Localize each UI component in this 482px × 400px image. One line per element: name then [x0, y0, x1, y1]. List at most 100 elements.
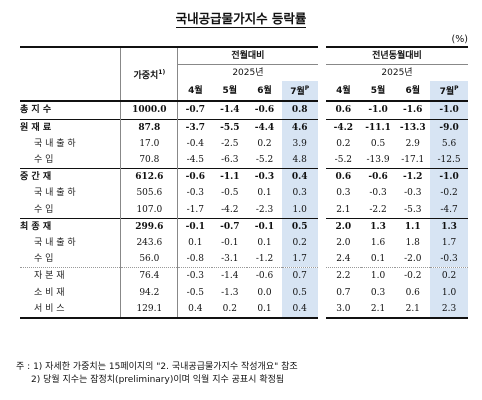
mom-cell: -4.5 [186, 155, 205, 166]
column-gap [318, 235, 326, 251]
table-row: 최 종 재 299.6 -0.1 -0.7 -0.1 0.5 2.0 1.3 1.1 1.3 [20, 217, 468, 235]
column-gap [318, 152, 326, 169]
yoy-cell: 0.6 [326, 100, 361, 120]
table-row: 수 입 107.0 -1.7 -4.2 -2.3 1.0 2.1 -2.2 -5.3 -4.7 [20, 201, 468, 219]
mom-cell: -2.3 [255, 204, 274, 215]
mom-cell: -0.7 [212, 217, 248, 235]
weight-cell: 612.6 [120, 168, 179, 186]
yoy-cell: 1.0 [360, 267, 396, 285]
column-gap [318, 119, 326, 136]
yoy-cell: 2.2 [326, 267, 361, 285]
header-month: 6월 [247, 81, 282, 103]
table-row: 국 내 출 하 243.6 0.1 -0.1 0.1 0.2 2.0 1.6 1.8 1.7 [20, 234, 468, 252]
header-month: 4월 [177, 81, 213, 103]
mom-cell: -0.4 [186, 138, 205, 149]
table-row: 국 내 출 하 505.6 -0.3 -0.5 0.1 0.3 0.3 -0.3 -0.3 -0.… [20, 185, 468, 202]
column-gap [318, 284, 326, 300]
column-gap [318, 136, 326, 152]
mom-cell: 4.8 [281, 151, 318, 169]
yoy-cell: -13.9 [366, 155, 390, 166]
row-label: 총 지 수 [20, 100, 122, 120]
yoy-cell: 0.5 [370, 138, 386, 149]
yoy-cell: 1.6 [370, 237, 386, 248]
mom-cell: 4.6 [281, 118, 318, 136]
yoy-cell: -5.3 [404, 204, 422, 215]
yoy-cell: -13.3 [395, 118, 431, 136]
weight-cell: 129.1 [120, 300, 179, 319]
yoy-cell: 2.9 [405, 138, 420, 149]
row-label: 원 재 료 [20, 118, 122, 136]
column-gap [318, 251, 326, 268]
yoy-cell: 1.3 [430, 217, 468, 235]
mom-cell: -3.1 [221, 254, 239, 265]
mom-cell: -4.2 [221, 204, 239, 215]
mom-cell: 1.7 [281, 251, 318, 268]
mom-cell: -0.5 [186, 287, 205, 298]
yoy-cell: 2.0 [326, 217, 361, 235]
header-month: 4월 [326, 81, 361, 103]
mom-cell: 0.5 [281, 217, 318, 235]
mom-cell: 0.2 [257, 138, 272, 149]
row-label: 수 입 [20, 151, 122, 169]
table-title: 국내공급물가지수 등락률 [175, 11, 307, 28]
weight-cell: 107.0 [120, 201, 179, 219]
mom-cell: -1.3 [221, 287, 239, 298]
footnote-prefix: 주 : [16, 362, 31, 372]
mom-cell: 0.4 [281, 168, 318, 186]
mom-cell: 0.3 [281, 185, 318, 202]
mom-cell: 0.1 [257, 237, 272, 248]
header-month: 5월 [360, 81, 396, 103]
mom-cell: 0.2 [212, 300, 248, 319]
header-month-current: 7월P [430, 81, 468, 103]
yoy-cell: -0.3 [369, 188, 387, 199]
mom-cell: -0.6 [177, 168, 213, 186]
mom-cell: 0.1 [188, 237, 203, 248]
mom-cell: -1.4 [212, 267, 248, 285]
yoy-cell: -4.2 [326, 118, 361, 136]
row-label: 자 본 재 [20, 267, 122, 285]
yoy-cell: -2.0 [404, 254, 422, 265]
table-row: 수 입 56.0 -0.8 -3.1 -1.2 1.7 2.4 0.1 -2.0 -0.3 [20, 251, 468, 268]
yoy-cell: 3.0 [326, 300, 361, 319]
yoy-cell: 0.2 [336, 138, 351, 149]
weight-cell: 17.0 [120, 135, 179, 152]
table-row: 자 본 재 76.4 -0.3 -1.4 -0.6 0.7 2.2 1.0 -0.2 0.2 [20, 267, 468, 285]
mom-cell: 1.0 [281, 201, 318, 219]
table-row: 수 입 70.8 -4.5 -6.3 -5.2 4.8 -5.2 -13.9 -17.1 -12.… [20, 151, 468, 169]
yoy-cell: 2.4 [336, 254, 351, 265]
yoy-cell: 2.1 [395, 300, 431, 319]
weight-cell: 243.6 [120, 234, 179, 252]
mom-cell: 0.1 [257, 188, 272, 199]
row-label: 서 비 스 [20, 300, 122, 319]
yoy-cell: -0.6 [360, 168, 396, 186]
weight-cell: 76.4 [120, 267, 179, 285]
row-label: 국 내 출 하 [20, 135, 122, 152]
mom-cell: -3.7 [177, 118, 213, 136]
price-index-table: 가중치1) 전월대비 전년동월대비 2025년 2025년 4월 5월 6월 7… [20, 45, 468, 319]
yoy-cell: -0.3 [404, 188, 422, 199]
yoy-cell: 0.3 [336, 188, 351, 199]
mom-cell: -0.6 [247, 267, 282, 285]
row-label: 국 내 출 하 [20, 234, 122, 252]
mom-cell: 0.5 [281, 284, 318, 301]
yoy-cell: 0.6 [405, 287, 420, 298]
yoy-cell: 0.2 [430, 267, 468, 285]
yoy-cell: 1.3 [360, 217, 396, 235]
weight-cell: 299.6 [120, 217, 179, 235]
row-label: 소 비 재 [20, 284, 122, 301]
yoy-cell: 2.0 [336, 237, 351, 248]
row-label: 수 입 [20, 201, 122, 219]
column-gap [318, 169, 326, 186]
yoy-cell: 2.1 [360, 300, 396, 319]
header-year-mom: 2025년 [232, 68, 264, 79]
header-mom: 전월대비 [177, 46, 318, 66]
header-blank [20, 45, 122, 103]
row-label: 수 입 [20, 251, 122, 268]
mom-cell: 0.7 [281, 267, 318, 285]
column-gap [318, 202, 326, 219]
table-row: 서 비 스 129.1 0.4 0.2 0.1 0.4 3.0 2.1 2.1 2.3 [20, 300, 468, 319]
mom-cell: 0.8 [281, 100, 318, 120]
weight-cell: 87.8 [120, 118, 179, 136]
yoy-cell: 2.1 [336, 204, 351, 215]
mom-cell: 3.9 [281, 135, 318, 152]
